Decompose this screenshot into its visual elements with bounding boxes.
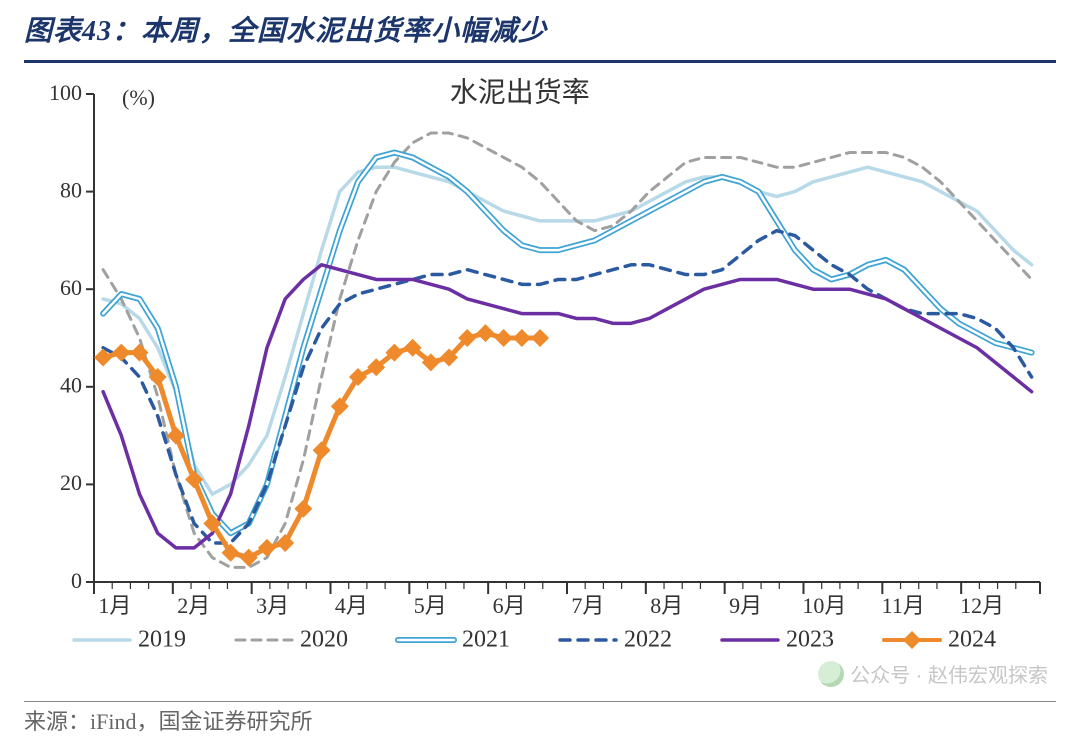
- footer-rule: [24, 701, 1056, 702]
- chart-area: [24, 72, 1056, 692]
- figure-caption: 图表43：本周，全国水泥出货率小幅减少: [24, 10, 1056, 63]
- source-text: 来源：iFind，国金证券研究所: [24, 704, 312, 736]
- wechat-icon: [818, 661, 844, 687]
- watermark: 公众号 · 赵伟宏观探索: [818, 659, 1048, 688]
- watermark-text: 公众号 · 赵伟宏观探索: [850, 659, 1048, 688]
- line-chart-canvas: [24, 72, 1056, 692]
